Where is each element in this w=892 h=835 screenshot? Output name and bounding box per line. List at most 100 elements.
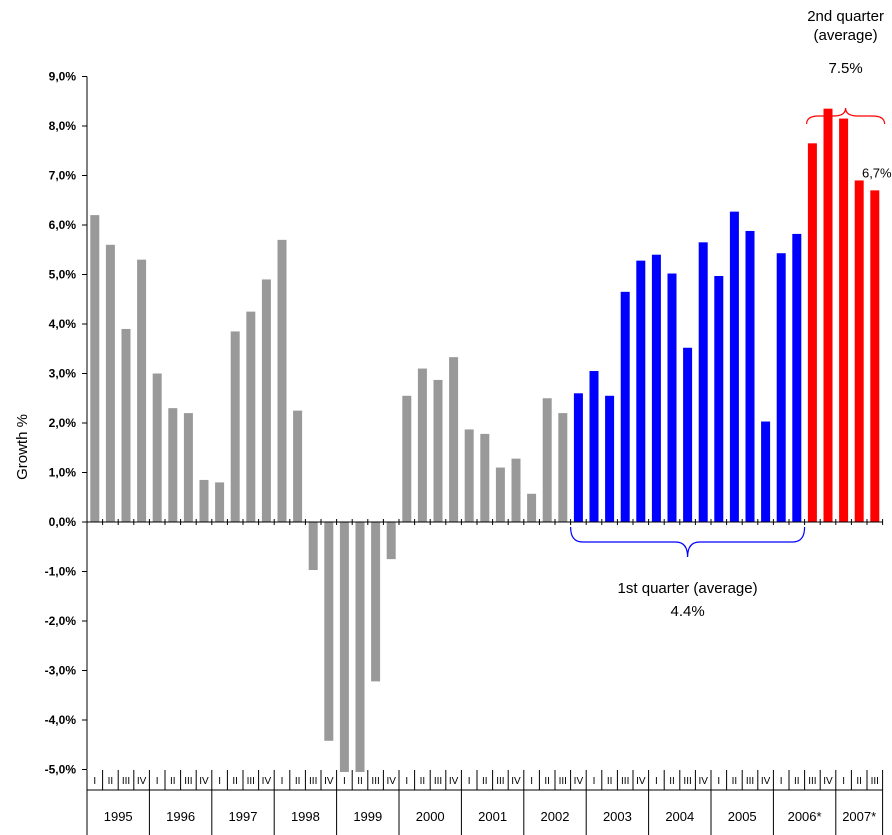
year-label: 2004 — [665, 809, 694, 824]
y-axis-title: Growth % — [14, 414, 31, 480]
bar — [168, 408, 178, 522]
y-tick-label: -2,0% — [45, 614, 77, 628]
year-label: 2002 — [541, 809, 570, 824]
y-tick-label: 0,0% — [49, 515, 77, 529]
quarter-label: I — [218, 776, 221, 787]
bar — [339, 522, 349, 772]
year-label: 1998 — [291, 809, 320, 824]
bar — [698, 242, 708, 522]
bar — [90, 215, 100, 522]
bar — [714, 275, 724, 522]
y-tick-label: 5,0% — [49, 268, 77, 282]
quarter-label: II — [607, 776, 613, 787]
second-quarter-label-line2: (average) — [813, 27, 877, 44]
bar — [667, 273, 677, 522]
quarter-label: II — [794, 776, 800, 787]
quarter-label: III — [746, 776, 754, 787]
year-label: 1997 — [229, 809, 258, 824]
quarter-label: III — [309, 776, 317, 787]
first-quarter-brace — [570, 526, 806, 558]
quarter-label: IV — [137, 776, 147, 787]
x-axis: I II III IV I II III IV I II III IV I II III IV I II III IV… — [86, 519, 884, 835]
quarter-label: IV — [449, 776, 459, 787]
first-quarter-value: 4.4% — [670, 603, 704, 620]
year-label: 1996 — [166, 809, 195, 824]
bar — [386, 522, 396, 560]
quarter-label: I — [281, 776, 284, 787]
bar — [745, 230, 755, 522]
annotations: 1st quarter (average) 4.4% 2nd quarter (ave… — [570, 8, 892, 620]
quarter-label: I — [593, 776, 596, 787]
bar — [839, 118, 849, 522]
bar — [495, 467, 505, 522]
bar — [729, 211, 739, 522]
y-tick-label: 2,0% — [49, 416, 77, 430]
y-axis: -5,0% -4,0% -3,0% -2,0% -1,0% 0,0% 1,0% 2,0% 3,0… — [45, 70, 88, 777]
quarter-label: I — [530, 776, 533, 787]
quarter-label: IV — [761, 776, 771, 787]
bar — [854, 180, 864, 522]
quarter-label: I — [655, 776, 658, 787]
bar — [589, 371, 599, 522]
y-tick-label: 3,0% — [49, 367, 77, 381]
quarter-label: I — [93, 776, 96, 787]
bar — [761, 421, 771, 522]
bar — [324, 522, 334, 741]
y-tick-label: 8,0% — [49, 119, 77, 133]
bar — [870, 190, 880, 522]
bar — [199, 479, 209, 522]
year-label: 1999 — [353, 809, 382, 824]
quarter-label: III — [559, 776, 567, 787]
y-tick-label: 9,0% — [49, 70, 77, 84]
bar — [230, 331, 240, 522]
bar — [402, 395, 412, 522]
quarter-label: II — [170, 776, 176, 787]
year-label: 2001 — [478, 809, 507, 824]
quarter-label: IV — [511, 776, 521, 787]
year-label: 2005 — [728, 809, 757, 824]
bar — [261, 279, 271, 522]
quarter-label: IV — [823, 776, 833, 787]
bar — [620, 291, 630, 522]
last-value-label: 6,7% — [862, 165, 892, 180]
quarter-label: I — [343, 776, 346, 787]
bar — [152, 373, 162, 522]
bar — [558, 413, 568, 522]
second-quarter-label-line1: 2nd quarter — [807, 8, 884, 25]
quarter-label: IV — [636, 776, 646, 787]
quarter-label: III — [247, 776, 255, 787]
quarter-label: III — [808, 776, 816, 787]
quarter-label: I — [842, 776, 845, 787]
bar — [215, 482, 225, 522]
y-tick-label: 4,0% — [49, 317, 77, 331]
year-label: 2003 — [603, 809, 632, 824]
bar — [246, 311, 256, 522]
bar — [121, 328, 131, 522]
bar — [511, 458, 521, 522]
bar — [277, 239, 287, 522]
second-quarter-value: 7.5% — [828, 60, 862, 77]
quarter-label: IV — [698, 776, 708, 787]
quarter-label: II — [732, 776, 738, 787]
quarter-label: III — [122, 776, 130, 787]
quarter-label: IV — [386, 776, 396, 787]
bar — [371, 522, 381, 682]
quarter-label: I — [156, 776, 159, 787]
quarter-label: II — [357, 776, 363, 787]
year-label: 2007* — [842, 809, 876, 824]
year-label: 2000 — [416, 809, 445, 824]
quarter-label: III — [184, 776, 192, 787]
bar — [807, 143, 817, 522]
quarter-label: IV — [574, 776, 584, 787]
quarter-label: III — [621, 776, 629, 787]
bar — [293, 410, 303, 522]
y-tick-label: -1,0% — [45, 565, 77, 579]
y-tick-label: -4,0% — [45, 713, 77, 727]
bar — [433, 379, 443, 522]
bar — [417, 368, 427, 522]
bar — [651, 254, 661, 522]
quarter-label: II — [856, 776, 862, 787]
bar — [573, 393, 583, 522]
quarter-label: II — [420, 776, 426, 787]
